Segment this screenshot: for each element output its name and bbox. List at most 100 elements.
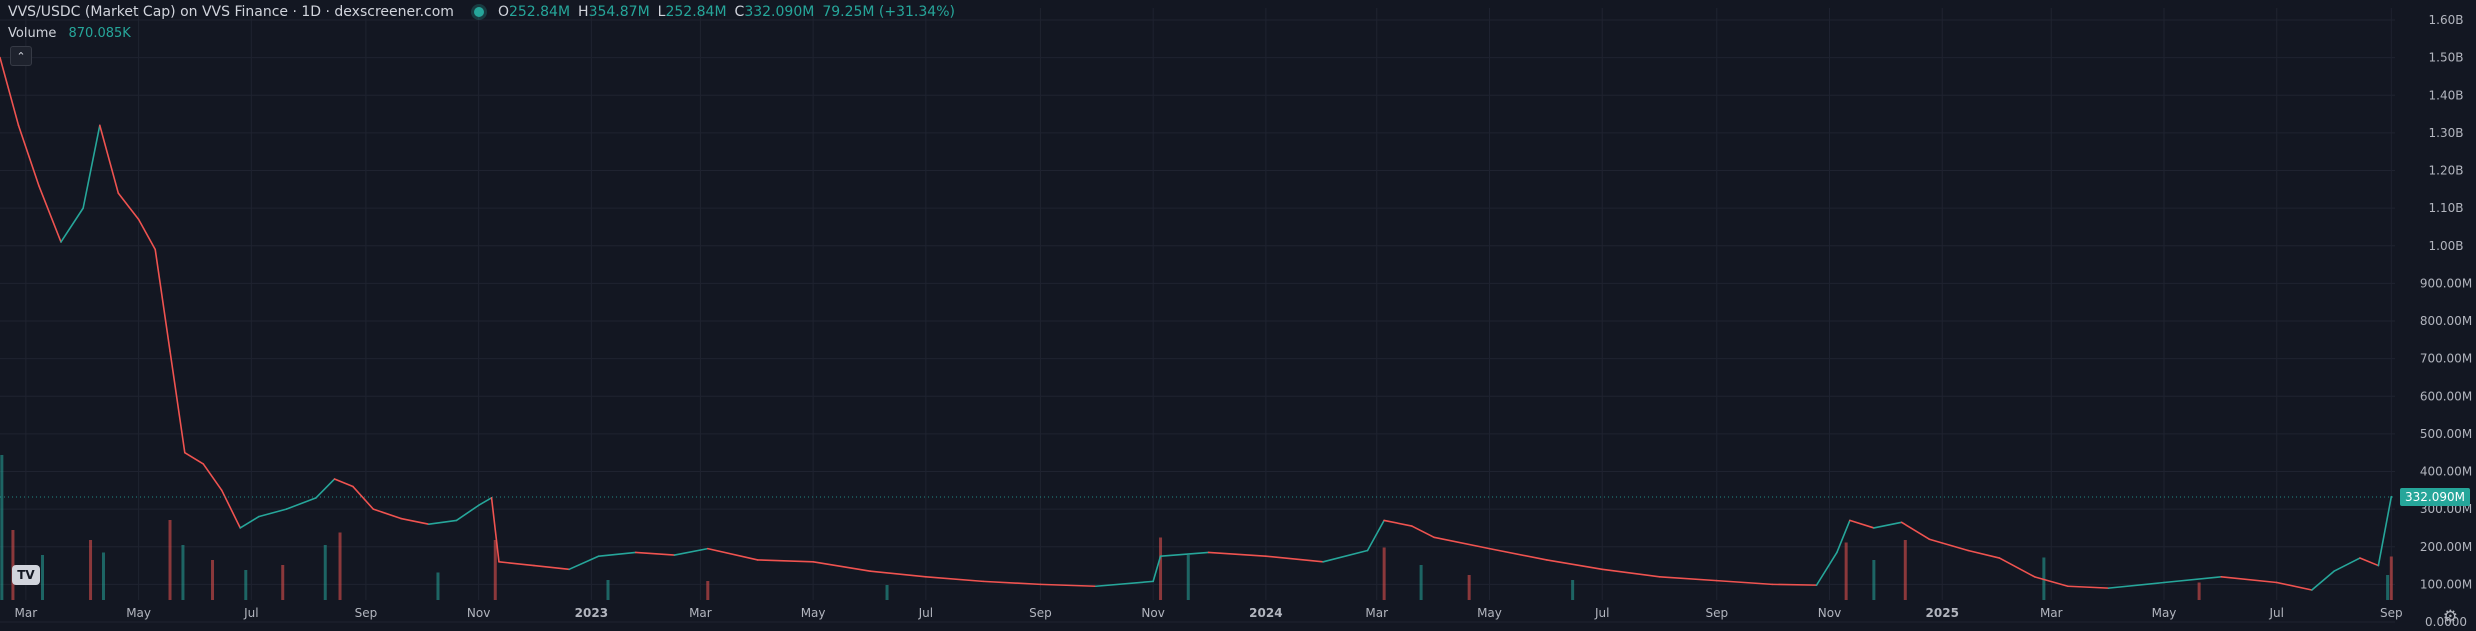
price-segment [1836, 519, 1851, 554]
volume-bar [1844, 542, 1848, 600]
price-segment [1771, 583, 1818, 586]
price-segment [352, 485, 375, 510]
price-segment [202, 463, 223, 492]
x-tick-label: Jul [2268, 606, 2283, 620]
price-segment [1545, 559, 1604, 571]
y-tick-label: 500.00M [2420, 427, 2472, 441]
price-segment [1928, 538, 1969, 552]
time-axis: Mar May Jul Sep Nov 2023 Mar May Jul Sep Nov 2024 Ma… [15, 606, 2403, 620]
price-segment [1265, 555, 1324, 563]
price-segment [2275, 581, 2313, 591]
price-segment [2311, 570, 2335, 591]
x-tick-label: Mar [689, 606, 712, 620]
tradingview-logo[interactable]: TV [12, 565, 40, 585]
x-tick-label: Mar [15, 606, 38, 620]
price-segment [400, 517, 430, 525]
price-segment [315, 478, 336, 499]
price-segment [2107, 581, 2165, 589]
price-segment [869, 570, 927, 578]
volume-bar [323, 545, 327, 600]
volume-bar [1903, 540, 1907, 600]
price-segment [490, 497, 500, 563]
price-segment [2033, 576, 2069, 588]
price-segment [812, 560, 872, 573]
x-tick-label: Jul [243, 606, 258, 620]
x-tick-label: May [1477, 606, 1502, 620]
volume-bar [1382, 547, 1386, 600]
price-segment [2067, 585, 2110, 589]
volume-bar [1467, 575, 1471, 600]
price-segment [1601, 568, 1661, 578]
price-segment [1366, 519, 1385, 552]
x-tick-label: Nov [1818, 606, 1841, 620]
volume-legend: Volume 870.085K [8, 26, 131, 41]
last-price-label: 332.090M [2400, 488, 2470, 507]
price-segment [98, 124, 120, 194]
volume-bar [2197, 582, 2201, 600]
price-segment [982, 580, 1042, 586]
volume-label: Volume [8, 26, 57, 41]
y-tick-label: 200.00M [2420, 540, 2472, 554]
price-segment [1900, 521, 1931, 541]
price-segment [477, 497, 493, 507]
volume-bar [41, 555, 45, 600]
volume-bar [338, 532, 342, 600]
volume-bar [1419, 565, 1423, 600]
volume-bar [244, 570, 248, 600]
y-tick-label: 900.00M [2420, 276, 2472, 290]
price-segment [372, 508, 402, 520]
y-tick-label: 1.40B [2429, 88, 2464, 102]
ohlc-change: 79.25M (+31.34%) [822, 4, 955, 20]
price-segment [634, 551, 676, 556]
x-tick-label: 2024 [1249, 606, 1282, 620]
price-segment [17, 124, 40, 187]
price-segment [333, 478, 354, 488]
market-status-icon [473, 7, 484, 17]
price-segment [533, 564, 570, 571]
price-segment [1433, 536, 1491, 550]
price-segment [2377, 495, 2393, 567]
x-tick-label: 2023 [575, 606, 608, 620]
price-segment [183, 451, 205, 465]
y-tick-label: 400.00M [2420, 465, 2472, 479]
price-segment [1207, 551, 1267, 557]
price-segment [706, 547, 759, 561]
price-segment [169, 350, 186, 454]
price-segment [60, 207, 84, 243]
price-segment [455, 504, 480, 522]
x-tick-label: Sep [355, 606, 378, 620]
price-segment [1715, 579, 1774, 586]
price-segment [1322, 549, 1369, 563]
y-tick-label: 0.0000 [2425, 615, 2467, 629]
ohlc-low: L252.84M [657, 4, 727, 20]
x-tick-label: Sep [2380, 606, 2403, 620]
price-segment [597, 551, 637, 557]
price-segment [137, 218, 157, 251]
ohlc-close: C332.090M [734, 4, 815, 20]
collapse-legend-button[interactable]: ⌃ [10, 46, 32, 66]
price-segment [1815, 551, 1838, 586]
x-tick-label: May [126, 606, 151, 620]
price-segment [427, 519, 458, 525]
y-tick-label: 1.30B [2429, 126, 2464, 140]
ohlc-open: O252.84M [497, 4, 571, 20]
price-segment [2333, 557, 2361, 573]
price-segment [38, 184, 62, 243]
price-segment [1873, 521, 1903, 529]
volume-value: 870.085K [68, 26, 131, 41]
price-segment [0, 56, 20, 127]
price-segment [82, 124, 101, 209]
chart-title: VVS/USDC (Market Cap) on VVS Finance · 1… [8, 4, 454, 20]
price-segment [2163, 576, 2223, 584]
x-tick-label: Jul [1594, 606, 1609, 620]
y-tick-label: 1.20B [2429, 164, 2464, 178]
volume-bar [885, 585, 889, 600]
x-tick-label: Mar [1365, 606, 1388, 620]
price-segment [1152, 555, 1162, 583]
volume-bar [1571, 580, 1575, 600]
gear-icon[interactable]: ⚙ [2442, 607, 2458, 627]
x-tick-label: Sep [1029, 606, 1052, 620]
volume-bar [89, 540, 93, 600]
price-segment [117, 192, 140, 221]
